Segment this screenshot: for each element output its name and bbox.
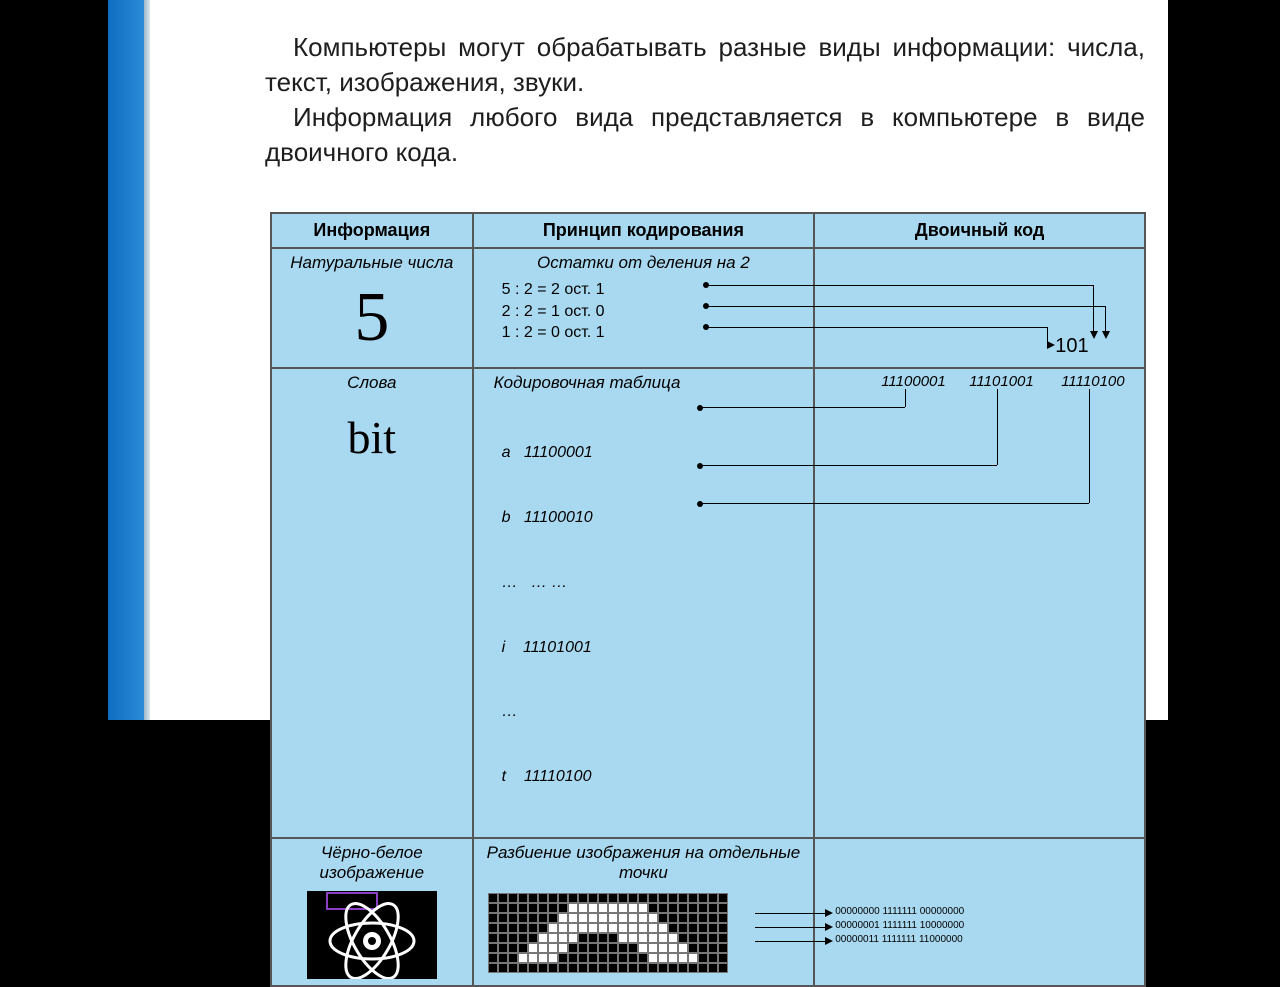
row1-division-lines: 5 : 2 = 2 ост. 1 2 : 2 = 1 ост. 0 1 : 2 … — [474, 277, 814, 350]
arrow-line — [705, 327, 1047, 328]
row1-number-symbol: 5 — [272, 277, 472, 361]
arrow-line — [755, 913, 825, 914]
arrow-right-icon — [1047, 341, 1055, 349]
arrow-right-icon — [825, 937, 833, 945]
arrow-right-icon — [825, 923, 833, 931]
table-row: Чёрно-белое изображение Разбиение изобра… — [271, 838, 1145, 986]
row2-code-table: a 11100001 b 11100010 … … … i 11101001 …… — [474, 397, 814, 837]
table-row: Слова bit Кодировочная таблица a 1110000… — [271, 368, 1145, 838]
arrow-line — [699, 407, 905, 408]
row2-info-title: Слова — [272, 369, 472, 397]
row2-word-symbol: bit — [272, 397, 472, 478]
row3-principle-title: Разбиение изображения на отдельные точки — [474, 839, 814, 887]
atom-icon — [307, 891, 437, 979]
row1-binary-result: 101 — [1055, 335, 1088, 358]
intro-text-1: Компьютеры могут обрабатывать разные вид… — [265, 32, 1145, 97]
row2-bin-t: 11110100 — [1061, 373, 1124, 390]
row2-bin-i: 11101001 — [969, 373, 1034, 390]
arrow-line — [997, 389, 998, 465]
pixel-grid — [488, 893, 806, 973]
arrow-line — [905, 389, 906, 407]
encoding-table: Информация Принцип кодирования Двоичный … — [270, 212, 1146, 987]
row2-principle-title: Кодировочная таблица — [474, 369, 814, 397]
arrow-line — [705, 285, 1093, 286]
intro-paragraph-2: Информация любого вида представляется в … — [265, 100, 1145, 170]
row1-principle-title: Остатки от деления на 2 — [474, 249, 814, 277]
arrow-line — [699, 503, 1089, 504]
arrow-line — [1093, 285, 1094, 333]
arrow-down-icon — [1102, 331, 1110, 339]
row3-info-title: Чёрно-белое изображение — [272, 839, 472, 887]
arrow-line — [699, 465, 997, 466]
arrow-line — [705, 306, 1105, 307]
arrow-line — [755, 941, 825, 942]
arrow-right-icon — [825, 909, 833, 917]
arrow-down-icon — [1090, 331, 1098, 339]
table-header-row: Информация Принцип кодирования Двоичный … — [271, 213, 1145, 248]
th-binary: Двоичный код — [814, 213, 1145, 248]
table-row: Натуральные числа 5 Остатки от деления н… — [271, 248, 1145, 368]
arrow-line — [1089, 389, 1090, 503]
row1-info-title: Натуральные числа — [272, 249, 472, 277]
th-info: Информация — [271, 213, 473, 248]
slide-accent-bar — [108, 0, 144, 720]
row3-bin-lines: 00000000 1111111 00000000 00000001 11111… — [835, 905, 964, 947]
row2-bin-b: 11100001 — [881, 373, 946, 390]
arrow-line — [755, 927, 825, 928]
th-principle: Принцип кодирования — [473, 213, 815, 248]
arrow-line — [1105, 306, 1106, 333]
slide-accent-line — [144, 0, 150, 720]
intro-paragraph-1: Компьютеры могут обрабатывать разные вид… — [265, 30, 1145, 100]
intro-text-2: Информация любого вида представляется в … — [265, 102, 1145, 167]
